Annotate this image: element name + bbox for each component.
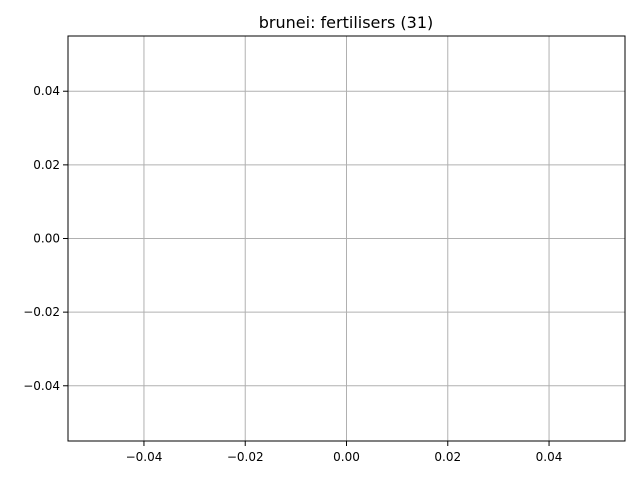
chart-title: brunei: fertilisers (31) (259, 13, 433, 32)
x-tick-label: −0.04 (126, 450, 163, 464)
x-tick-label: 0.00 (333, 450, 360, 464)
x-tick-label: 0.02 (434, 450, 461, 464)
grid-lines (68, 36, 625, 441)
x-tick-label: 0.04 (536, 450, 563, 464)
axis-ticks: −0.04 −0.02 0.00 0.02 0.04 −0.04 −0.02 0.00 0.02… (23, 84, 562, 464)
y-tick-label: 0.02 (33, 158, 60, 172)
y-tick-label: 0.04 (33, 84, 60, 98)
y-tick-label: −0.02 (23, 305, 60, 319)
x-tick-label: −0.02 (227, 450, 264, 464)
y-tick-label: 0.00 (33, 232, 60, 246)
y-tick-label: −0.04 (23, 379, 60, 393)
